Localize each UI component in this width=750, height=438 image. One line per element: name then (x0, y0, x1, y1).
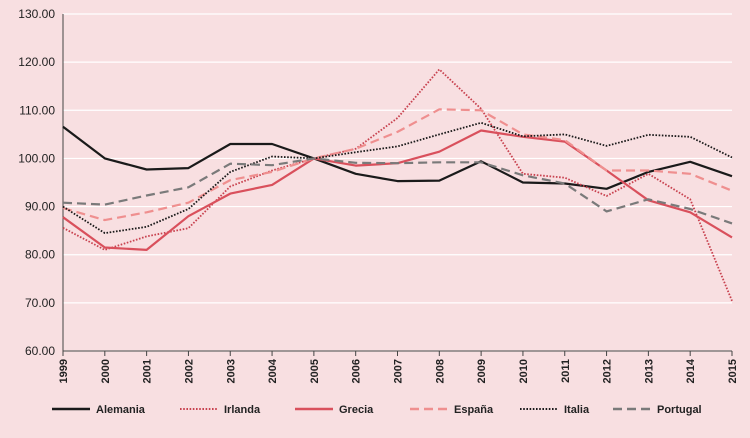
x-tick-label: 2014 (685, 358, 697, 383)
y-tick-label: 80.00 (25, 248, 55, 262)
legend-label: España (454, 404, 494, 416)
series-line-irlanda (62, 68, 733, 302)
x-tick-label: 2005 (309, 359, 321, 383)
legend-label: Grecia (339, 404, 374, 416)
legend-label: Alemania (96, 404, 146, 416)
series-line-portugal (62, 157, 733, 225)
y-tick-label: 130.00 (18, 7, 55, 21)
series-line-espana (62, 108, 733, 222)
x-tick-label: 2011 (560, 359, 572, 383)
x-tick-label: 2012 (602, 359, 614, 383)
x-tick-label: 2015 (727, 359, 739, 383)
y-tick-label: 110.00 (19, 103, 55, 117)
legend-label: Portugal (657, 404, 702, 416)
x-tick-label: 2002 (183, 359, 195, 383)
x-tick-label: 2008 (434, 359, 446, 383)
y-tick-label: 70.00 (25, 296, 55, 310)
series-lines (62, 68, 733, 302)
x-tick-label: 2010 (518, 359, 530, 383)
y-tick-label: 60.00 (25, 344, 55, 358)
legend-label: Italia (564, 404, 590, 416)
y-tick-label: 100.00 (18, 151, 55, 165)
x-tick-label: 2000 (100, 359, 112, 383)
axes: 60.00 70.00 80.00 90.00 100.00 110.00 120.00 13… (18, 7, 739, 383)
x-tick-label: 2009 (476, 359, 488, 383)
x-tick-label: 1999 (58, 359, 70, 383)
series-line-italia (62, 121, 733, 235)
x-tick-label: 2003 (225, 359, 237, 383)
legend-label: Irlanda (224, 404, 261, 416)
y-tick-label: 120.00 (18, 55, 55, 69)
legend: Alemania Irlanda Grecia España Italia Portuga… (52, 404, 702, 416)
x-tick-label: 2013 (643, 359, 655, 383)
x-tick-label: 2007 (393, 359, 405, 383)
x-tick-label: 2004 (267, 358, 279, 383)
gridlines (63, 13, 732, 352)
y-tick-label: 90.00 (25, 200, 55, 214)
x-tick-label: 2001 (142, 359, 154, 383)
series-line-grecia (62, 129, 733, 251)
series-line-alemania (62, 125, 733, 190)
x-tick-label: 2006 (351, 359, 363, 383)
